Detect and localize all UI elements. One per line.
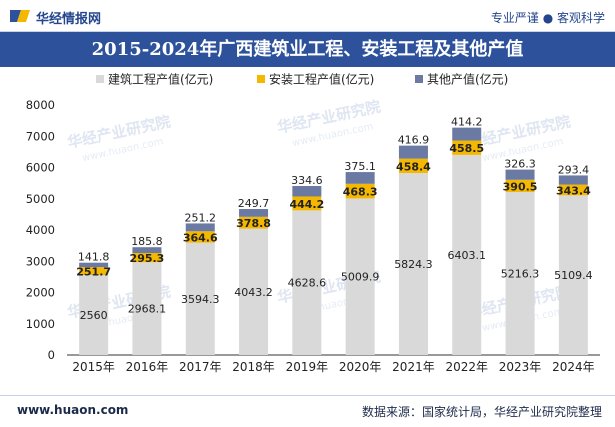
value-label-construction: 6403.1 xyxy=(448,249,487,262)
legend-label-construction: 建筑工程产值(亿元) xyxy=(108,72,213,87)
y-tick-label: 7000 xyxy=(26,129,55,143)
value-label-construction: 3594.3 xyxy=(181,293,220,306)
legend-swatch-other xyxy=(415,75,423,83)
legend-swatch-installation xyxy=(257,75,265,83)
value-label-installation: 458.5 xyxy=(449,142,484,155)
x-tick-label: 2021年 xyxy=(392,360,435,374)
value-label-installation: 364.6 xyxy=(183,231,218,244)
bars xyxy=(79,127,588,355)
value-labels: 2560 251.7 141.8 2968.1 295.3 185.8 3594.3 364.… xyxy=(76,116,592,322)
bar-other-8 xyxy=(505,169,535,180)
bar-installation-3 xyxy=(239,216,269,229)
bar-installation-9 xyxy=(558,184,588,196)
x-tick-label: 2017年 xyxy=(179,360,222,374)
value-label-other: 326.3 xyxy=(504,158,536,171)
bar-construction-4 xyxy=(292,210,322,355)
bar-construction-7 xyxy=(452,154,482,355)
bar-construction-3 xyxy=(239,228,269,355)
value-label-installation: 251.7 xyxy=(76,266,111,279)
huajing-logo-icon xyxy=(10,10,30,22)
y-tick-label: 5000 xyxy=(26,192,55,206)
chart-title: 2015-2024年广西建筑业工程、安装工程及其他产值 xyxy=(0,32,615,67)
bar-installation-7 xyxy=(452,140,482,155)
bar-installation-0 xyxy=(79,267,109,275)
bar-installation-8 xyxy=(505,179,535,192)
bar-installation-6 xyxy=(398,158,428,173)
value-label-construction: 4043.2 xyxy=(234,286,273,299)
tagline: 专业严谨 ● 客观科学 xyxy=(490,11,605,25)
value-label-other: 375.1 xyxy=(344,160,376,173)
bar-installation-1 xyxy=(132,253,162,263)
stacked-bar-chart: 华经产业研究院www.huaon.com华经产业研究院www.huaon.com… xyxy=(26,72,600,374)
top-header: 华经情报网 专业严谨 ● 客观科学 xyxy=(0,0,615,32)
y-tick-label: 0 xyxy=(48,348,55,362)
y-tick-label: 3000 xyxy=(26,254,55,268)
brand-name: 华经情报网 xyxy=(36,12,102,27)
value-label-other: 185.8 xyxy=(131,235,163,248)
value-label-installation: 468.3 xyxy=(343,186,378,199)
x-tick-label: 2016年 xyxy=(126,360,169,374)
bar-other-4 xyxy=(292,186,322,197)
y-tick-label: 2000 xyxy=(26,286,55,300)
value-label-construction: 5216.3 xyxy=(501,267,540,280)
y-tick-label: 1000 xyxy=(26,317,55,331)
bar-construction-8 xyxy=(505,191,535,355)
value-label-other: 251.2 xyxy=(185,211,217,224)
value-label-other: 141.8 xyxy=(78,251,110,264)
bar-installation-4 xyxy=(292,196,322,211)
value-label-other: 414.2 xyxy=(451,116,483,129)
value-label-construction: 2968.1 xyxy=(128,303,167,316)
x-tick-label: 2018年 xyxy=(232,360,275,374)
data-source: 数据来源：国家统计局，华经产业研究院整理 xyxy=(361,405,602,419)
legend: 建筑工程产值(亿元) 安装工程产值(亿元) 其他产值(亿元) xyxy=(96,72,508,87)
y-tick-label: 8000 xyxy=(26,98,55,112)
value-label-construction: 2560 xyxy=(80,309,108,322)
x-tick-label: 2019年 xyxy=(286,360,329,374)
bar-construction-0 xyxy=(79,275,109,355)
y-tick-label: 6000 xyxy=(26,161,55,175)
bar-construction-2 xyxy=(185,242,215,355)
bar-other-7 xyxy=(452,127,482,141)
bar-construction-1 xyxy=(132,262,162,355)
value-label-installation: 378.8 xyxy=(236,217,271,230)
value-label-installation: 458.4 xyxy=(396,160,431,173)
x-tick-label: 2023年 xyxy=(499,360,542,374)
bar-other-6 xyxy=(398,145,428,159)
value-label-installation: 390.5 xyxy=(503,180,538,193)
value-label-installation: 444.2 xyxy=(289,198,324,211)
value-label-construction: 4628.6 xyxy=(288,277,327,290)
legend-swatch-construction xyxy=(96,75,104,83)
value-label-construction: 5109.4 xyxy=(554,269,593,282)
x-tick-label: 2015年 xyxy=(72,360,115,374)
value-label-other: 249.7 xyxy=(238,197,270,210)
footer: www.huaon.com 数据来源：国家统计局，华经产业研究院整理 xyxy=(0,395,615,427)
bar-other-3 xyxy=(239,209,269,217)
x-axis: 2015年 2016年 2017年 2018年 2019年 2020年 2021年 2022年… xyxy=(72,360,594,374)
x-tick-label: 2020年 xyxy=(339,360,382,374)
bar-installation-5 xyxy=(345,183,375,199)
bar-installation-2 xyxy=(185,231,215,243)
value-label-construction: 5824.3 xyxy=(394,258,433,271)
value-label-other: 334.6 xyxy=(291,174,323,187)
legend-label-installation: 安装工程产值(亿元) xyxy=(269,72,374,87)
y-tick-label: 4000 xyxy=(26,223,55,237)
bar-other-2 xyxy=(185,223,215,232)
site-url: www.huaon.com xyxy=(17,403,129,417)
bar-other-0 xyxy=(79,262,109,268)
value-label-installation: 295.3 xyxy=(130,252,165,265)
bar-other-1 xyxy=(132,247,162,254)
x-tick-label: 2024年 xyxy=(552,360,595,374)
bar-other-9 xyxy=(558,175,588,185)
value-label-installation: 343.4 xyxy=(556,184,591,197)
x-tick-label: 2022年 xyxy=(445,360,488,374)
bar-construction-5 xyxy=(345,198,375,355)
value-label-construction: 5009.9 xyxy=(341,271,380,284)
legend-label-other: 其他产值(亿元) xyxy=(427,72,508,87)
value-label-other: 416.9 xyxy=(398,134,430,147)
bar-construction-6 xyxy=(398,172,428,355)
bar-other-5 xyxy=(345,172,375,184)
bar-construction-9 xyxy=(558,195,588,355)
value-label-other: 293.4 xyxy=(558,163,590,176)
